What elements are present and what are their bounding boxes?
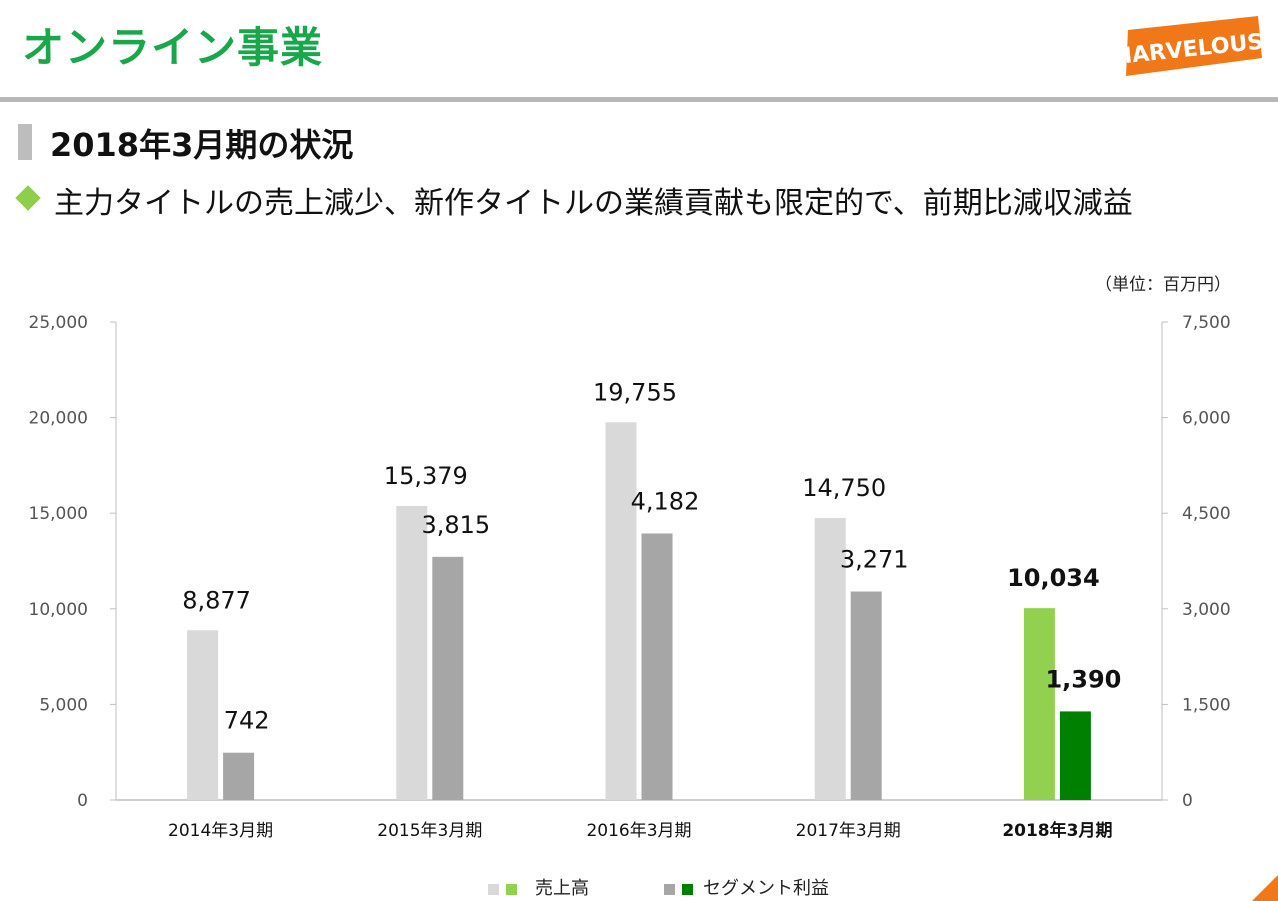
section-marker [18,124,32,160]
profit-data-label: 4,182 [631,487,700,515]
profit-bar [432,556,464,800]
left-tick-label: 5,000 [39,695,88,715]
x-category-label: 2014年3月期 [168,821,273,841]
corner-accent [1252,875,1278,901]
sales-past-swatch [488,883,499,895]
left-tick-label: 0 [77,791,88,811]
profit-current-swatch [682,883,693,895]
unit-label: （単位：百万円） [1095,275,1231,295]
marvelous-logo: MARVELOUS! [1122,16,1264,76]
sales-bar [396,505,428,800]
profit-bar [641,533,673,800]
sales-data-label: 14,750 [802,474,886,502]
right-tick-label: 4,500 [1182,504,1231,524]
profit-data-label: 742 [224,707,270,735]
profit-data-label: 3,815 [421,511,490,539]
bar-chart: 0 5,000 10,000 15,000 20,000 25,000 0 1,500 3,00… [29,313,1231,841]
page-title: オンライン事業 [22,23,324,72]
sales-bar [1023,608,1055,800]
profit-bar [223,752,255,800]
sales-data-label: 15,379 [384,462,468,490]
sales-data-label: 8,877 [182,586,251,614]
sales-data-label: 19,755 [593,378,677,406]
legend-item-sales: 売上高 [488,874,589,900]
left-tick-label: 20,000 [29,409,88,429]
left-tick-label: 15,000 [29,504,88,524]
profit-bar [850,591,882,800]
profit-data-label: 3,271 [840,546,909,574]
sales-bar [814,517,846,800]
legend-item-profit: セグメント利益 [664,874,829,900]
right-tick-label: 3,000 [1182,600,1231,620]
right-tick-label: 0 [1182,791,1193,811]
right-tick-label: 7,500 [1182,313,1231,333]
profit-bar [1059,711,1091,800]
legend-label-sales: 売上高 [535,878,589,899]
summary-bullet: 主力タイトルの売上減少、新作タイトルの業績貢献も限定的で、前期比減収減益 [54,186,1133,221]
left-tick-label: 10,000 [29,600,88,620]
sales-data-label: 10,034 [1007,564,1100,592]
x-category-label: 2016年3月期 [586,821,691,841]
left-tick-label: 25,000 [29,313,88,333]
x-category-label: 2018年3月期 [1002,820,1112,841]
profit-data-label: 1,390 [1045,665,1121,693]
section-title: 2018年3月期の状況 [50,126,354,164]
legend-label-profit: セグメント利益 [703,878,829,899]
x-category-label: 2015年3月期 [377,821,482,841]
profit-past-swatch [664,883,675,895]
right-tick-label: 1,500 [1182,695,1231,715]
header-divider [0,97,1278,102]
sales-current-swatch [506,883,517,895]
right-tick-label: 6,000 [1182,409,1231,429]
sales-bar [187,630,219,800]
x-category-label: 2017年3月期 [796,821,901,841]
sales-bar [605,422,637,800]
